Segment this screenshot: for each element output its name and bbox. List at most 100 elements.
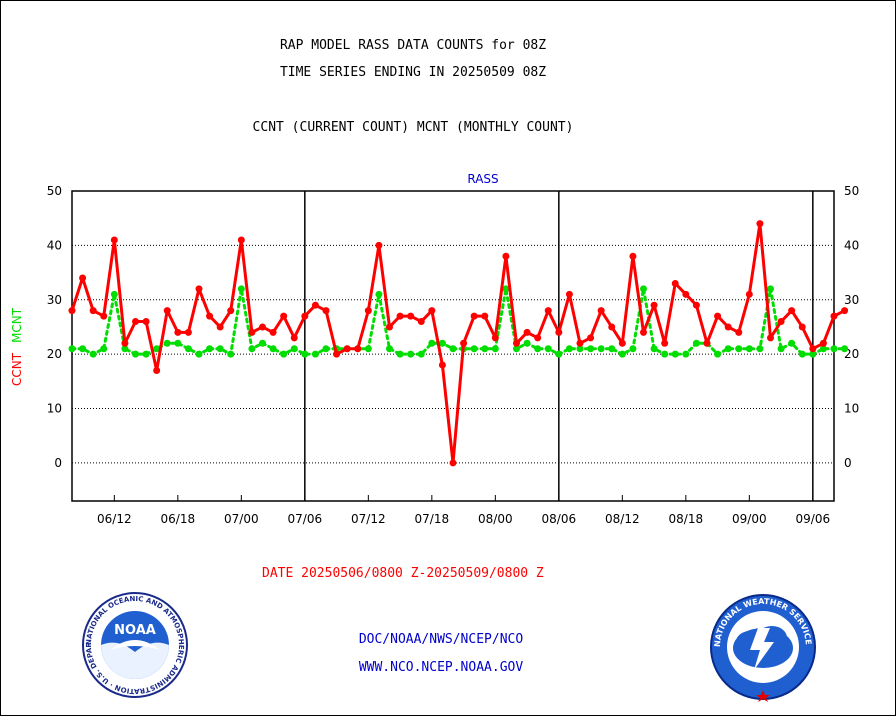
data-point-mcnt <box>587 345 595 353</box>
chart-title-line1: RAP MODEL RASS DATA COUNTS for 08Z <box>279 38 547 53</box>
data-point-ccnt <box>89 307 97 315</box>
data-point-ccnt <box>534 334 542 342</box>
data-point-ccnt <box>682 290 690 298</box>
data-point-ccnt <box>449 459 457 467</box>
data-point-mcnt <box>597 345 605 353</box>
data-point-mcnt <box>68 345 76 353</box>
x-tick-label: 09/00 <box>732 512 767 526</box>
data-point-ccnt <box>280 312 288 320</box>
y-tick-label-left: 0 <box>54 456 62 470</box>
data-point-mcnt <box>555 350 563 358</box>
nws-logo: NATIONAL WEATHER SERVICE <box>710 594 816 702</box>
date-range: DATE 20250506/0800 Z-20250509/0800 Z <box>262 566 544 581</box>
data-point-ccnt <box>661 339 669 347</box>
data-point-mcnt <box>767 285 774 293</box>
y-axis-label-mcnt: MCNT <box>10 307 24 343</box>
y-tick-label-right: 30 <box>844 293 859 307</box>
data-point-mcnt <box>417 350 425 358</box>
data-point-ccnt <box>110 236 118 244</box>
data-point-ccnt <box>184 328 192 336</box>
data-point-ccnt <box>703 339 711 347</box>
data-point-mcnt <box>386 345 393 353</box>
x-tick-label: 07/06 <box>288 512 323 526</box>
chart-title-line2: TIME SERIES ENDING IN 20250509 08Z <box>279 65 547 80</box>
data-point-ccnt <box>513 339 520 347</box>
x-tick-label: 06/12 <box>97 512 132 526</box>
data-point-ccnt <box>333 350 341 358</box>
data-point-mcnt <box>206 345 214 353</box>
data-point-mcnt <box>671 350 679 358</box>
data-point-ccnt <box>79 274 87 282</box>
data-point-ccnt <box>714 312 722 320</box>
data-point-ccnt <box>460 339 468 347</box>
data-point-ccnt <box>195 285 203 293</box>
data-point-ccnt <box>163 307 171 315</box>
data-point-mcnt <box>661 350 669 358</box>
x-tick-label: 07/00 <box>224 512 259 526</box>
data-point-ccnt <box>428 307 436 315</box>
data-point-mcnt <box>110 290 118 298</box>
data-point-mcnt <box>513 345 520 353</box>
data-point-ccnt <box>608 323 616 331</box>
data-point-mcnt <box>491 345 499 353</box>
y-axis-label-ccnt: CCNT <box>10 352 24 386</box>
x-tick-label: 08/06 <box>542 512 577 526</box>
data-point-mcnt <box>121 345 129 353</box>
data-point-mcnt <box>163 339 171 347</box>
data-point-mcnt <box>745 345 753 353</box>
data-point-mcnt <box>280 350 288 358</box>
data-point-mcnt <box>79 345 87 353</box>
data-point-ccnt <box>502 252 510 260</box>
data-point-mcnt <box>269 345 277 353</box>
data-point-ccnt <box>481 312 489 320</box>
noaa-logo-text: NOAA <box>114 623 156 638</box>
data-point-mcnt <box>798 350 806 358</box>
data-point-mcnt <box>290 345 298 353</box>
data-point-ccnt <box>438 361 446 369</box>
data-point-ccnt <box>576 339 584 347</box>
y-tick-label-left: 10 <box>47 402 62 416</box>
data-point-ccnt <box>100 312 108 320</box>
data-point-ccnt <box>640 328 647 336</box>
data-point-ccnt <box>375 241 383 249</box>
data-point-ccnt <box>206 312 214 320</box>
data-point-ccnt <box>544 307 552 315</box>
data-point-mcnt <box>809 350 817 358</box>
data-point-mcnt <box>682 350 690 358</box>
data-point-ccnt <box>565 290 573 298</box>
y-tick-label-left: 20 <box>47 347 62 361</box>
data-point-mcnt <box>544 345 552 353</box>
data-point-mcnt <box>565 345 573 353</box>
data-point-ccnt <box>491 334 499 342</box>
data-point-ccnt <box>386 323 393 331</box>
footer-line2: WWW.NCO.NCEP.NOAA.GOV <box>358 660 524 675</box>
x-tick-label: 08/00 <box>478 512 513 526</box>
data-point-mcnt <box>640 285 647 293</box>
data-point-mcnt <box>428 339 436 347</box>
data-point-ccnt <box>724 323 732 331</box>
data-point-ccnt <box>174 328 182 336</box>
data-point-ccnt <box>555 328 563 336</box>
data-point-mcnt <box>819 345 827 353</box>
data-point-mcnt <box>756 345 764 353</box>
data-point-ccnt <box>841 307 849 315</box>
data-point-ccnt <box>153 366 161 374</box>
data-point-mcnt <box>608 345 616 353</box>
data-point-ccnt <box>142 318 150 326</box>
data-point-mcnt <box>502 285 510 293</box>
data-point-ccnt <box>587 334 595 342</box>
data-point-ccnt <box>650 301 658 309</box>
data-point-mcnt <box>174 339 182 347</box>
y-axis-label: CCNT MCNT <box>10 307 24 386</box>
x-tick-label: 07/12 <box>351 512 386 526</box>
data-point-mcnt <box>227 350 235 358</box>
y-tick-label-left: 30 <box>47 293 62 307</box>
data-point-mcnt <box>692 339 700 347</box>
y-tick-label-right: 0 <box>844 456 852 470</box>
data-point-ccnt <box>269 328 277 336</box>
data-point-ccnt <box>407 312 415 320</box>
data-point-mcnt <box>153 345 161 353</box>
data-point-ccnt <box>132 318 139 326</box>
footer-line1: DOC/NOAA/NWS/NCEP/NCO <box>358 632 524 647</box>
